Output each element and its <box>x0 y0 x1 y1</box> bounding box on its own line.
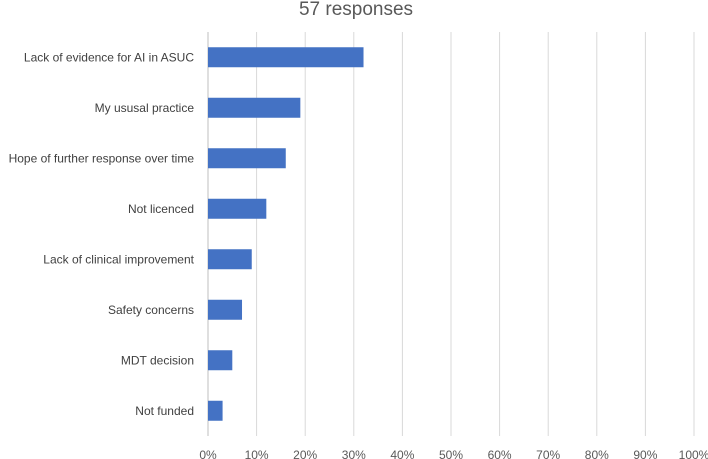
bar <box>208 400 223 421</box>
category-label: Lack of evidence for AI in ASUC <box>24 50 194 64</box>
x-tick-label: 20% <box>293 448 317 459</box>
x-tick-label: 10% <box>245 448 269 459</box>
category-label: Not licenced <box>128 202 194 216</box>
bar <box>208 249 252 270</box>
bar <box>208 350 233 371</box>
x-tick-label: 90% <box>633 448 657 459</box>
bars <box>208 47 364 421</box>
chart-title: 57 responses <box>299 0 413 20</box>
x-tick-label: 50% <box>439 448 463 459</box>
category-label: My ususal practice <box>95 101 195 115</box>
category-labels: Lack of evidence for AI in ASUC My ususal… <box>9 50 195 418</box>
bar <box>208 47 364 68</box>
category-label: Not funded <box>135 404 194 418</box>
x-tick-label: 80% <box>585 448 609 459</box>
gridlines <box>207 32 695 436</box>
category-label: Safety concerns <box>108 303 194 317</box>
bar <box>208 148 286 169</box>
x-tick-labels: 0% 10% 20% 30% 40% 50% 60% 70% 80% 90% 100% <box>199 448 708 459</box>
category-label: MDT decision <box>121 353 194 367</box>
bar <box>208 97 301 118</box>
x-tick-label: 70% <box>536 448 560 459</box>
x-tick-label: 30% <box>342 448 366 459</box>
category-label: Lack of clinical improvement <box>43 252 194 266</box>
bar <box>208 299 243 320</box>
x-tick-label: 100% <box>679 448 708 459</box>
x-tick-label: 0% <box>199 448 217 459</box>
bar <box>208 198 267 219</box>
x-tick-label: 60% <box>488 448 512 459</box>
x-tick-label: 40% <box>390 448 414 459</box>
category-label: Hope of further response over time <box>9 151 195 165</box>
